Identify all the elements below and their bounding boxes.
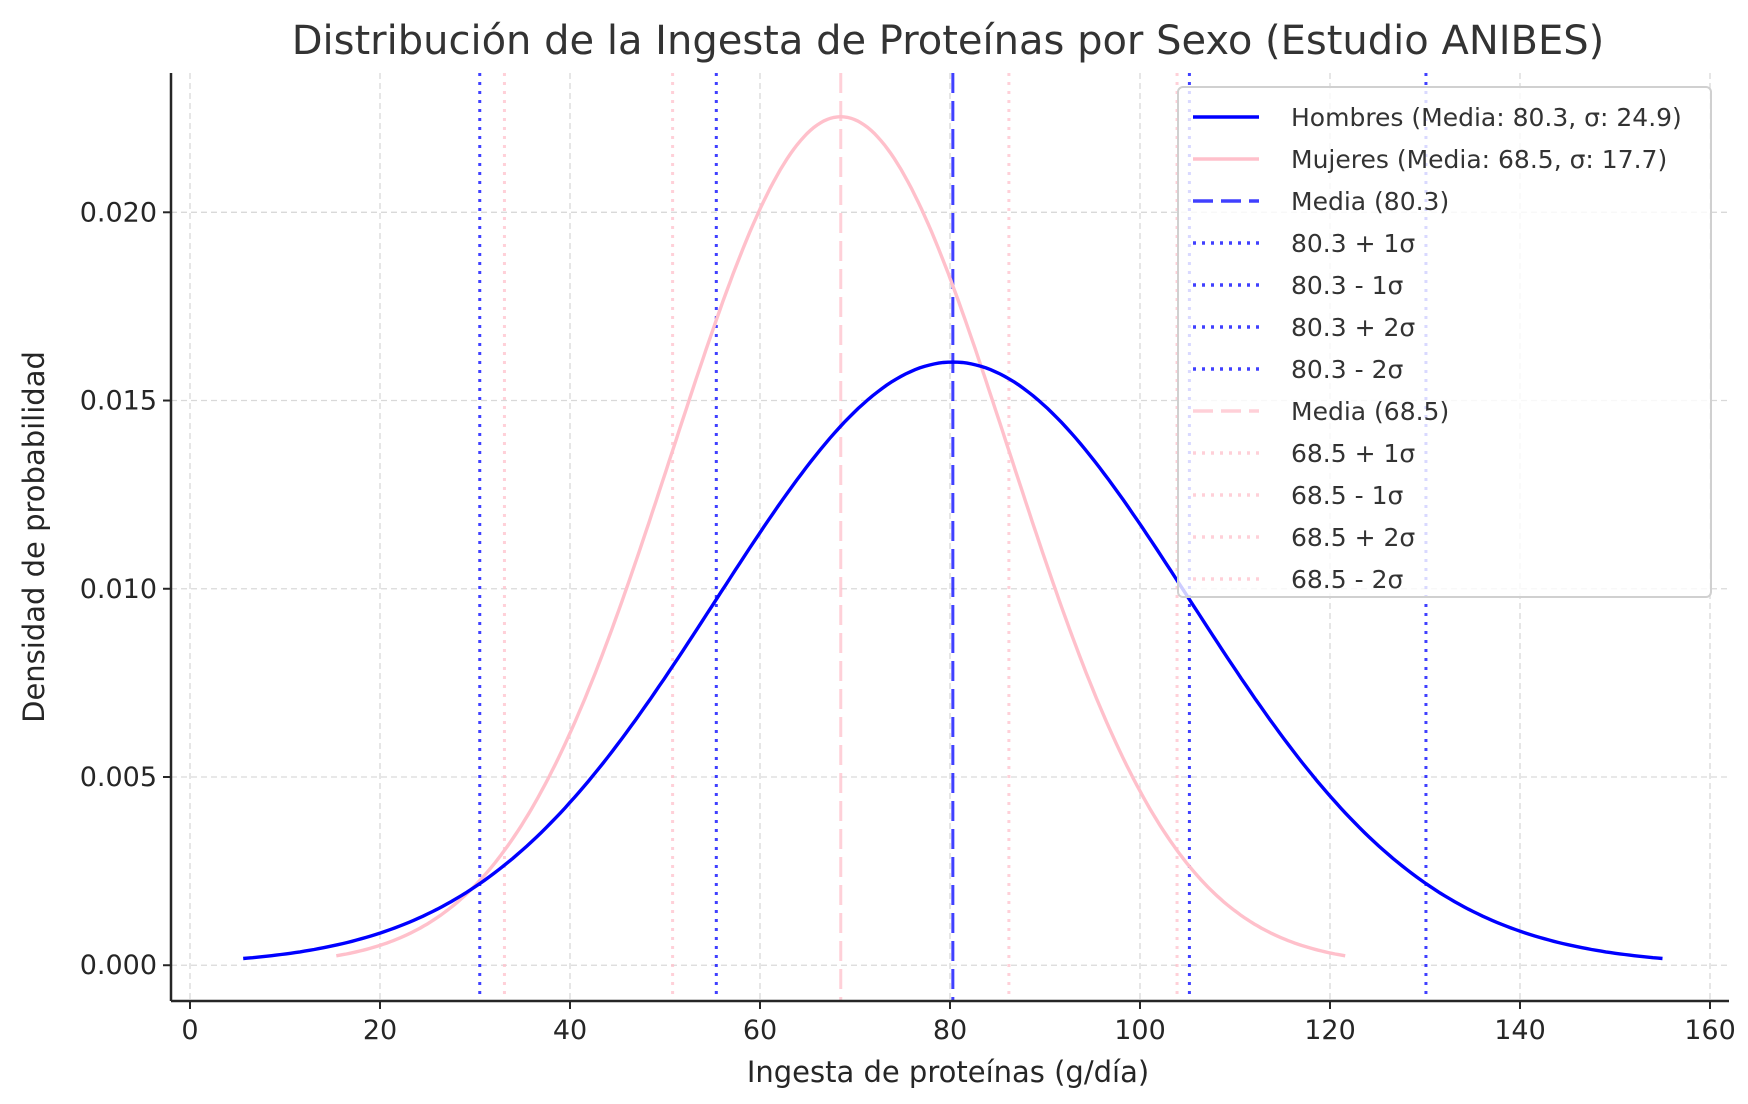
legend-item: 80.3 + 1σ xyxy=(1179,222,1710,264)
x-tick-label: 20 xyxy=(363,1015,397,1046)
legend-item: 68.5 - 2σ xyxy=(1179,558,1710,600)
legend-swatch xyxy=(1193,577,1259,581)
legend-label: Media (68.5) xyxy=(1291,396,1450,426)
axes: 0 20 40 60 80 100 120 140 160 0.000 0.005 0.010 0.01… xyxy=(80,73,1736,1046)
x-tick-label: 100 xyxy=(1114,1015,1166,1046)
legend-label: 68.5 + 1σ xyxy=(1291,438,1416,468)
legend-label: Hombres (Media: 80.3, σ: 24.9) xyxy=(1291,102,1682,132)
legend-label: Mujeres (Media: 68.5, σ: 17.7) xyxy=(1291,144,1668,174)
legend-swatch xyxy=(1193,493,1259,497)
legend-label: Media (80.3) xyxy=(1291,186,1450,216)
legend-label: 80.3 + 1σ xyxy=(1291,228,1416,258)
legend-swatch xyxy=(1193,157,1259,161)
legend-swatch xyxy=(1193,115,1259,119)
legend-swatch xyxy=(1193,199,1259,203)
series-line xyxy=(336,114,1346,958)
x-tick-label: 0 xyxy=(181,1015,198,1046)
x-tick-label: 160 xyxy=(1684,1015,1736,1046)
series-line xyxy=(243,360,1663,961)
chart-title: Distribución de la Ingesta de Proteínas … xyxy=(292,18,1605,64)
y-tick-label: 0.000 xyxy=(80,950,157,981)
legend-swatch xyxy=(1193,325,1259,329)
legend: Hombres (Media: 80.3, σ: 24.9) Mujeres (M… xyxy=(1177,86,1712,598)
legend-swatch xyxy=(1193,451,1259,455)
x-tick-label: 60 xyxy=(743,1015,777,1046)
x-tick-label: 120 xyxy=(1304,1015,1356,1046)
legend-label: 80.3 - 2σ xyxy=(1291,354,1404,384)
curves xyxy=(243,114,1663,961)
legend-label: 68.5 + 2σ xyxy=(1291,522,1416,552)
legend-item: Mujeres (Media: 68.5, σ: 17.7) xyxy=(1179,138,1710,180)
y-tick-label: 0.015 xyxy=(80,386,157,417)
legend-item: 80.3 - 1σ xyxy=(1179,264,1710,306)
legend-item: 68.5 + 2σ xyxy=(1179,516,1710,558)
legend-item: 68.5 - 1σ xyxy=(1179,474,1710,516)
legend-swatch xyxy=(1193,409,1259,413)
x-tick-label: 80 xyxy=(933,1015,967,1046)
legend-item: Hombres (Media: 80.3, σ: 24.9) xyxy=(1179,96,1710,138)
legend-item: 80.3 - 2σ xyxy=(1179,348,1710,390)
legend-item: Media (68.5) xyxy=(1179,390,1710,432)
y-tick-label: 0.020 xyxy=(80,197,157,228)
x-tick-label: 40 xyxy=(553,1015,587,1046)
y-axis-label: Densidad de probabilidad xyxy=(17,351,51,723)
legend-swatch xyxy=(1193,535,1259,539)
legend-swatch xyxy=(1193,367,1259,371)
y-tick-label: 0.005 xyxy=(80,762,157,793)
x-tick-label: 140 xyxy=(1494,1015,1546,1046)
legend-swatch xyxy=(1193,241,1259,245)
legend-label: 68.5 - 1σ xyxy=(1291,480,1404,510)
x-axis-label: Ingesta de proteínas (g/día) xyxy=(747,1055,1149,1089)
y-tick-label: 0.010 xyxy=(80,574,157,605)
legend-label: 68.5 - 2σ xyxy=(1291,564,1404,594)
legend-item: 80.3 + 2σ xyxy=(1179,306,1710,348)
legend-item: 68.5 + 1σ xyxy=(1179,432,1710,474)
legend-swatch xyxy=(1193,283,1259,287)
legend-label: 80.3 - 1σ xyxy=(1291,270,1404,300)
legend-label: 80.3 + 2σ xyxy=(1291,312,1416,342)
legend-item: Media (80.3) xyxy=(1179,180,1710,222)
